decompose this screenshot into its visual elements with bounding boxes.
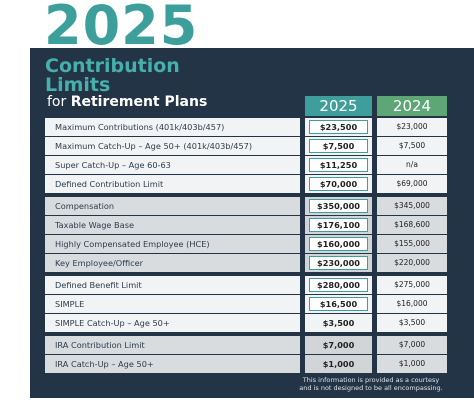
value-2024: $275,000: [377, 276, 447, 294]
row-label: Super Catch-Up – Age 60-63: [45, 156, 300, 174]
value-2024: $155,000: [377, 235, 447, 253]
row-label: Defined Contribution Limit: [45, 175, 300, 193]
row-label: SIMPLE Catch-Up – Age 50+: [45, 314, 300, 332]
footnote: This information is provided as a courte…: [302, 376, 440, 384]
value-2025: $16,500: [309, 297, 368, 311]
value-2025: $1,000: [322, 359, 355, 369]
value-2025: $7,000: [322, 340, 355, 350]
row-label: SIMPLE: [45, 295, 300, 313]
value-2024: $23,000: [377, 118, 447, 136]
value-2024: n/a: [377, 156, 447, 174]
value-2025: $3,500: [322, 318, 355, 328]
value-2024: $220,000: [377, 254, 447, 272]
subtitle-text: Retirement Plans: [70, 94, 208, 110]
footnote: and is not designed to be all encompassi…: [299, 384, 443, 392]
value-2025: $280,000: [309, 278, 368, 292]
value-2025: $176,100: [309, 218, 368, 232]
title: Contribution: [45, 55, 180, 77]
value-2025: $23,500: [309, 120, 368, 134]
row-label: Compensation: [45, 197, 300, 215]
subtitle-prefix: for: [47, 94, 67, 110]
row-label: Key Employee/Officer: [45, 254, 300, 272]
cell: [305, 355, 372, 373]
row-label: Maximum Contributions (401k/403b/457): [45, 118, 300, 136]
value-2024: $168,600: [377, 216, 447, 234]
column-header: 2024: [377, 96, 447, 116]
cell: [305, 336, 372, 354]
value-2024: $7,500: [377, 137, 447, 155]
row-label: Maximum Catch-Up – Age 50+ (401k/403b/45…: [45, 137, 300, 155]
value-2025: $70,000: [309, 177, 368, 191]
value-2025: $350,000: [309, 199, 368, 213]
value-2024: $69,000: [377, 175, 447, 193]
value-2024: $3,500: [377, 314, 447, 332]
value-2024: $345,000: [377, 197, 447, 215]
value-2024: $16,000: [377, 295, 447, 313]
value-2025: $160,000: [309, 237, 368, 251]
value-2025: $230,000: [309, 256, 368, 270]
row-label: IRA Contribution Limit: [45, 336, 300, 354]
year-heading: 2025: [44, 0, 199, 57]
row-label: IRA Catch-Up – Age 50+: [45, 355, 300, 373]
row-label: Defined Benefit Limit: [45, 276, 300, 294]
value-2025: $11,250: [309, 158, 368, 172]
title: Limits: [45, 74, 111, 96]
column-header: 2025: [305, 96, 372, 116]
row-label: Taxable Wage Base: [45, 216, 300, 234]
cell: [305, 314, 372, 332]
value-2024: $7,000: [377, 336, 447, 354]
row-label: Highly Compensated Employee (HCE): [45, 235, 300, 253]
subtitle: for Retirement Plans: [47, 94, 207, 110]
value-2025: $7,500: [309, 139, 368, 153]
value-2024: $1,000: [377, 355, 447, 373]
